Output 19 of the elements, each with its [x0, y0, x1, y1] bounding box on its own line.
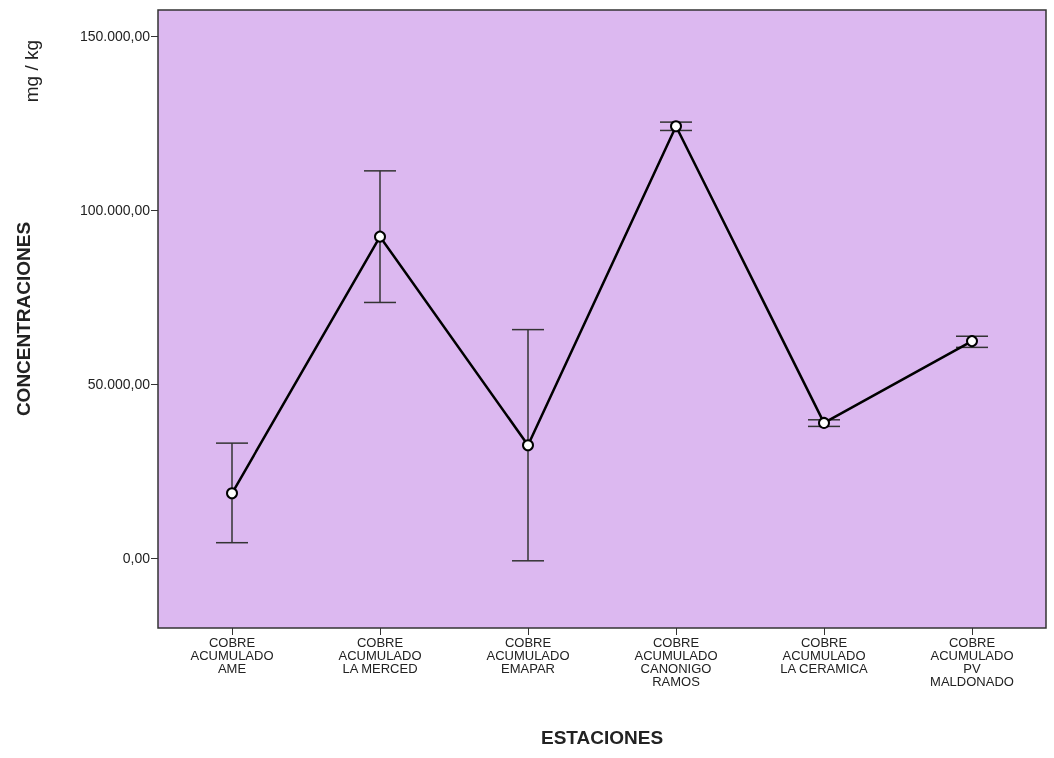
y-tick-label: 0,00 [122, 550, 151, 567]
x-tick-label: COBRE ACUMULADO LA CERAMICA [780, 635, 869, 676]
x-tick-label: COBRE ACUMULADO CANONIGO RAMOS [634, 635, 718, 689]
point [966, 335, 978, 348]
x-axis-title: ESTACIONES [540, 727, 664, 748]
point [226, 487, 238, 500]
x-tick-label: COBRE ACUMULADO PV MALDONADO [930, 635, 1014, 689]
point [374, 230, 386, 243]
point [818, 416, 830, 429]
point [670, 120, 682, 133]
point [522, 439, 534, 452]
y-axis-title: CONCENTRACIONES [13, 221, 34, 417]
y-tick-label: 100.000,00 [79, 202, 151, 219]
y-tick-label: 50.000,00 [87, 376, 151, 393]
text: mg / kg [21, 39, 42, 103]
x-tick-label: COBRE ACUMULADO AME [190, 635, 274, 676]
y-tick-label: 150.000,00 [79, 28, 151, 45]
x-tick-label: COBRE ACUMULADO EMAPAR [486, 635, 570, 676]
x-tick-label: COBRE ACUMULADO LA MERCED [338, 635, 422, 676]
